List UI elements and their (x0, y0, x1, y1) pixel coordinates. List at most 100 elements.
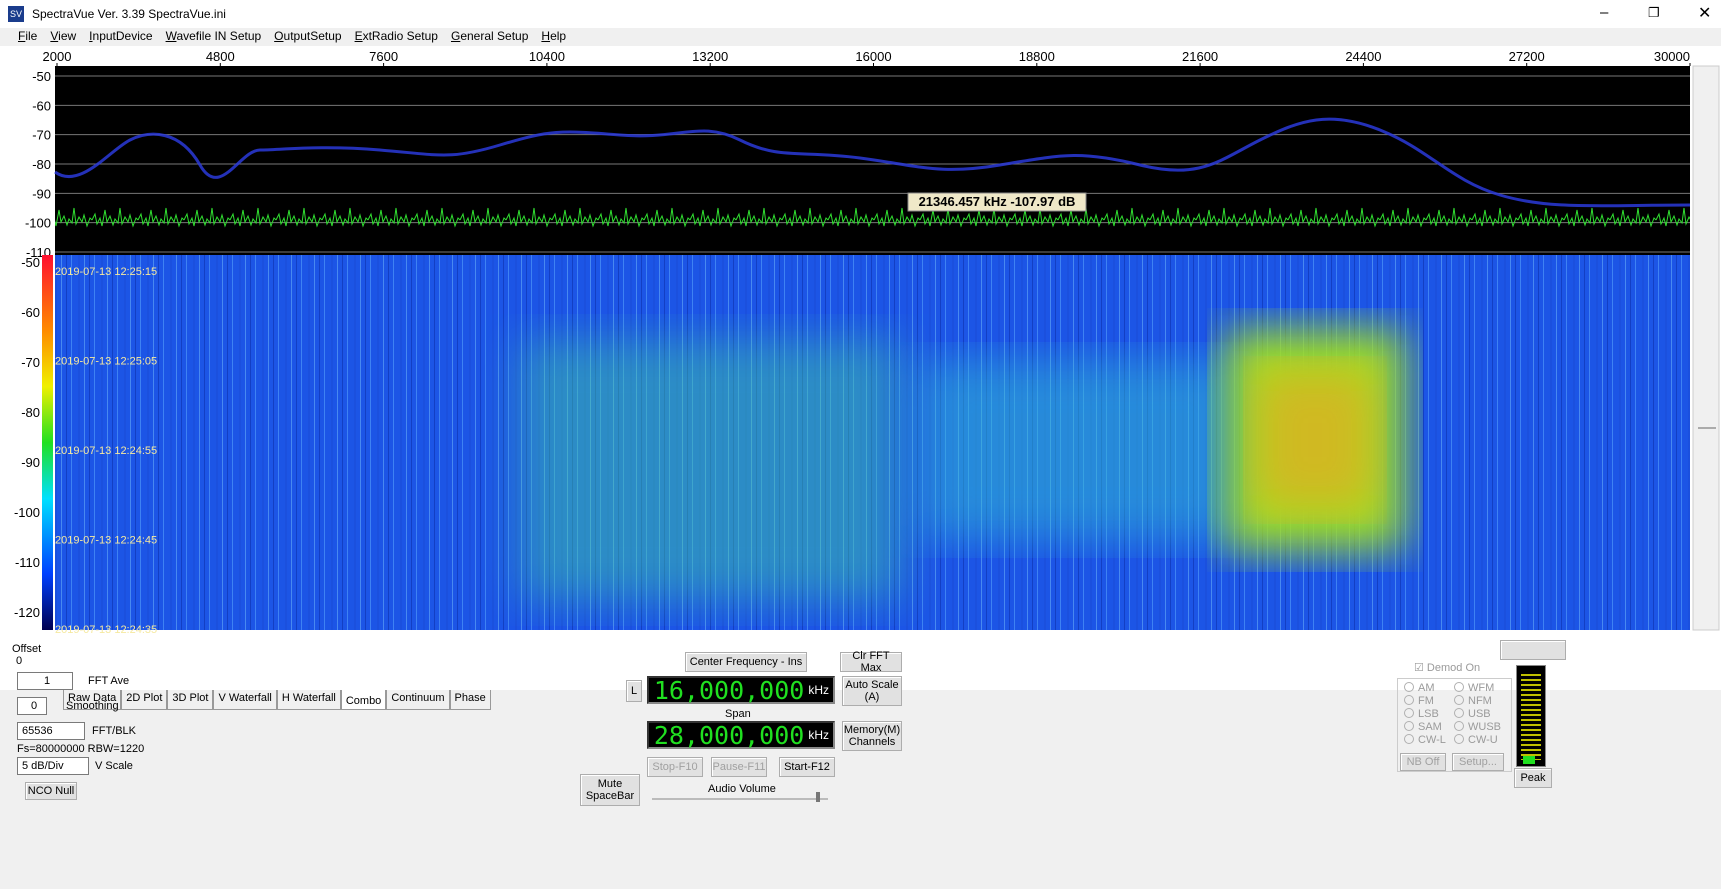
demod-checkbox[interactable]: ☑ Demod On (1414, 662, 1481, 674)
demod-group (1397, 678, 1512, 772)
scrollbar[interactable] (1692, 65, 1720, 631)
mode-radio[interactable]: LSB (1404, 708, 1454, 720)
mode-radio[interactable]: AM (1404, 682, 1454, 694)
center-frequency-button[interactable]: Center Frequency - Ins (685, 652, 807, 672)
tab[interactable]: 2D Plot (121, 690, 168, 710)
mute-button[interactable]: Mute SpaceBar (580, 774, 640, 806)
fft-ave-input[interactable]: 1 (17, 672, 73, 690)
y-tick-label: -80 (21, 405, 40, 420)
minimize-button[interactable]: – (1600, 4, 1609, 21)
menu-bar: File View InputDevice Wavefile IN Setup Outp… (18, 29, 566, 43)
waterfall-axis: -50 -60 -70 -80 -90 -100 -110 -120 (14, 255, 40, 620)
signal-meter (1516, 665, 1546, 767)
x-axis: 2000 4800 7600 10400 13200 16000 18800 21600 244… (43, 49, 1691, 66)
blank-button[interactable] (1500, 640, 1566, 660)
tab-bar: Raw Data 2D Plot 3D Plot V Waterfall H Water… (63, 690, 491, 710)
y-tick-label: -120 (14, 605, 40, 620)
volume-thumb[interactable] (816, 792, 820, 802)
mode-radio[interactable]: CW-U (1454, 734, 1508, 746)
tab[interactable]: Continuum (386, 690, 450, 710)
x-tick-label: 21600 (1182, 49, 1218, 64)
mode-radio[interactable]: CW-L (1404, 734, 1454, 746)
smoothing-input[interactable]: 0 (17, 697, 47, 715)
mode-radio[interactable]: SAM (1404, 721, 1454, 733)
tab[interactable]: V Waterfall (213, 690, 277, 710)
x-tick-label: 18800 (1019, 49, 1055, 64)
menu-item[interactable]: InputDevice (89, 29, 153, 43)
close-button[interactable]: ✕ (1698, 5, 1712, 22)
x-tick-label: 2000 (43, 49, 72, 64)
lock-button[interactable]: L (626, 680, 642, 702)
menu-item[interactable]: Help (541, 29, 567, 43)
window-title: SpectraVue Ver. 3.39 SpectraVue.ini (32, 7, 226, 21)
peak-trace (55, 190, 1690, 230)
mode-radio[interactable]: USB (1454, 708, 1508, 720)
menu-item[interactable]: File (18, 29, 38, 43)
meter-scale (1521, 674, 1541, 760)
y-tick-label: -60 (21, 305, 40, 320)
center-frequency: 16,000,000 (653, 675, 805, 705)
tab[interactable]: H Waterfall (276, 690, 341, 710)
nb-button[interactable]: NB Off (1400, 753, 1446, 771)
y-tick-label: -100 (14, 505, 40, 520)
tab[interactable]: Combo (340, 690, 387, 710)
meter-level (1523, 756, 1535, 764)
nco-null-button[interactable]: NCO Null (25, 782, 77, 800)
y-tick-label: -110 (15, 555, 40, 570)
x-tick-label: 7600 (369, 49, 398, 64)
y-tick-label: -80 (32, 157, 51, 172)
fft-blk-select[interactable]: 65536 (17, 722, 85, 740)
cursor-readout-box (907, 192, 1087, 212)
x-tick-label: 16000 (855, 49, 891, 64)
mode-radio[interactable]: WFM (1454, 682, 1508, 694)
mode-radio[interactable]: FM (1404, 695, 1454, 707)
vscale-select[interactable]: 5 dB/Div (17, 757, 89, 775)
clr-fft-max-button[interactable]: Clr FFT Max (840, 650, 902, 674)
span-unit: kHz (808, 728, 829, 742)
menu-item[interactable]: Wavefile IN Setup (165, 29, 262, 43)
timestamps: 2019-07-13 12:25:15 2019-07-13 12:25:05 20… (55, 266, 157, 636)
x-tick-label: 4800 (206, 49, 235, 64)
y-tick-label: -90 (32, 186, 51, 201)
menu-item[interactable]: ExtRadio Setup (354, 29, 438, 43)
y-tick-label: -70 (32, 128, 51, 143)
color-scale (42, 255, 53, 630)
menu-item[interactable]: OutputSetup (274, 29, 342, 43)
tab[interactable]: Phase (449, 690, 491, 710)
start-button[interactable]: Start-F12 (779, 757, 835, 777)
x-tick-label: 30000 (1654, 49, 1690, 64)
volume-slider[interactable] (652, 798, 828, 800)
rate-info: Fs=80000000 RBW=1220 (17, 743, 145, 755)
timestamp: 2019-07-13 12:25:15 (55, 266, 157, 278)
smoothing-label: Smoothing (66, 700, 119, 712)
fft-blk-label: FFT/BLK (92, 725, 137, 737)
timestamp: 2019-07-13 12:24:45 (55, 535, 157, 547)
y-tick-label: -50 (32, 69, 51, 84)
waterfall-band (920, 360, 1240, 540)
x-tick-label: 24400 (1345, 49, 1381, 64)
average-trace (54, 117, 1691, 208)
setup-button[interactable]: Setup... (1452, 753, 1504, 771)
mode-radio[interactable]: WUSB (1454, 721, 1508, 733)
span-value: 28,000,000 (653, 720, 805, 750)
y-tick-label: -60 (32, 98, 51, 113)
restore-button[interactable]: ❐ (1648, 5, 1660, 20)
demod-label: Demod On (1426, 662, 1481, 674)
center-unit: kHz (808, 683, 829, 697)
mode-radio[interactable]: NFM (1454, 695, 1508, 707)
pause-button[interactable]: Pause-F11 (711, 757, 767, 777)
tab[interactable]: 3D Plot (167, 690, 214, 710)
audio-volume-label: Audio Volume (708, 783, 776, 795)
cursor-readout: 21346.457 kHz -107.97 dB (919, 194, 1076, 209)
tab[interactable]: Raw Data (63, 690, 122, 710)
peak-button[interactable]: Peak (1514, 768, 1552, 788)
offset-input[interactable]: 0 (16, 655, 23, 667)
menu-item[interactable]: General Setup (450, 29, 529, 43)
memory-channels-button[interactable]: Memory(M) Channels (842, 721, 902, 751)
auto-scale-button[interactable]: Auto Scale (A) (842, 676, 902, 706)
y-tick-label: -90 (21, 455, 40, 470)
waterfall-hot-core (1255, 370, 1375, 510)
menu-item[interactable]: View (50, 29, 77, 43)
stop-button[interactable]: Stop-F10 (647, 757, 703, 777)
